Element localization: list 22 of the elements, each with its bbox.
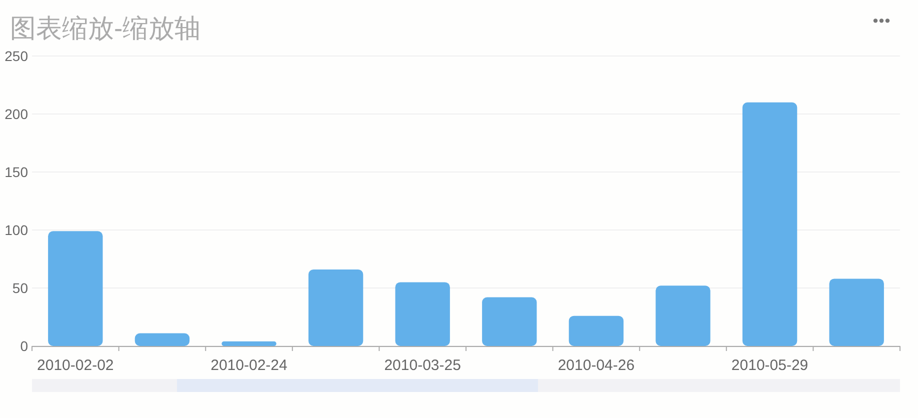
bar xyxy=(48,231,103,346)
bar xyxy=(308,269,364,346)
bar xyxy=(222,341,276,346)
y-tick-label: 100 xyxy=(4,222,28,238)
y-tick-label: 200 xyxy=(4,106,28,122)
y-tick-label: 0 xyxy=(20,338,28,354)
bar xyxy=(829,278,884,346)
bar xyxy=(568,316,624,346)
bar xyxy=(134,333,190,346)
bar xyxy=(395,282,450,346)
y-tick-label: 250 xyxy=(4,48,28,64)
x-tick-label: 2010-04-26 xyxy=(558,357,635,374)
x-tick-label: 2010-02-24 xyxy=(210,357,288,374)
y-tick-label: 150 xyxy=(4,164,28,180)
x-tick-label: 2010-02-02 xyxy=(37,357,114,374)
x-tick-label: 2010-03-25 xyxy=(384,357,461,374)
bar xyxy=(482,297,537,346)
bar xyxy=(742,102,798,346)
bar xyxy=(656,286,710,346)
chart-title: 图表缩放-缩放轴 xyxy=(10,13,201,43)
y-tick-label: 50 xyxy=(12,280,28,296)
x-tick-label: 2010-05-29 xyxy=(731,357,808,374)
